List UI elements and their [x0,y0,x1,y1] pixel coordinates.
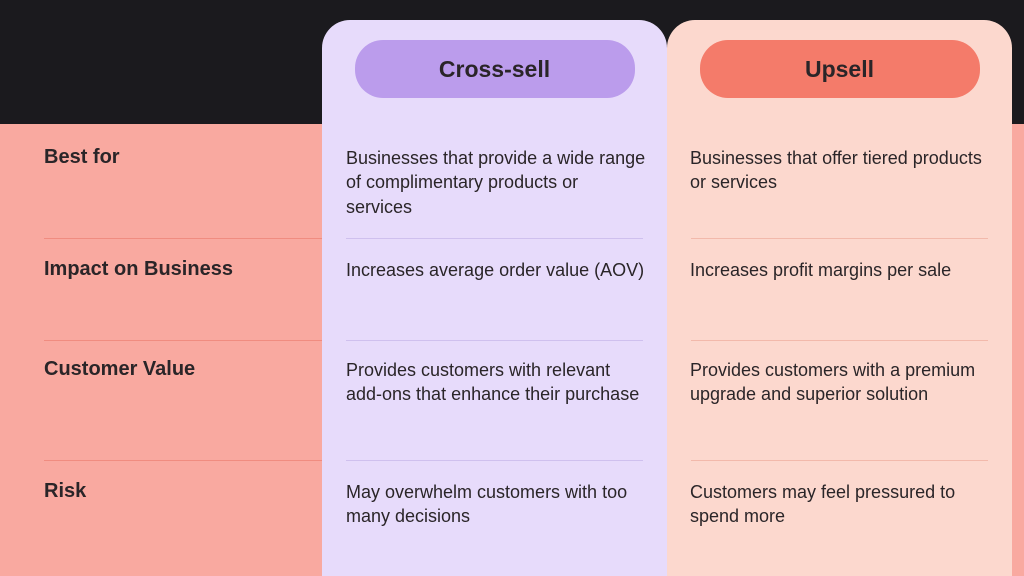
cell-upsell: Provides customers with a premium upgrad… [690,358,990,407]
row-label: Impact on Business [44,258,304,281]
row-divider [44,340,322,341]
cell-upsell: Customers may feel pressured to spend mo… [690,480,990,529]
row-divider [44,238,322,239]
row-divider [44,460,322,461]
cell-cross-sell: Businesses that provide a wide range of … [346,146,646,219]
row-divider [346,340,643,341]
header-pill-upsell: Upsell [700,40,980,98]
row-divider [691,238,988,239]
row-divider [691,340,988,341]
cell-cross-sell: Increases average order value (AOV) [346,258,646,282]
cell-cross-sell: Provides customers with relevant add-ons… [346,358,646,407]
cell-upsell: Increases profit margins per sale [690,258,990,282]
row-divider [691,460,988,461]
row-label: Best for [44,146,304,169]
comparison-table: Cross-sell Upsell Best for Businesses th… [0,0,1024,576]
row-divider [346,238,643,239]
row-divider [346,460,643,461]
row-label: Customer Value [44,358,304,381]
header-label-upsell: Upsell [805,56,874,83]
header-pill-cross-sell: Cross-sell [355,40,635,98]
row-label: Risk [44,480,304,503]
header-label-cross-sell: Cross-sell [439,56,550,83]
cell-upsell: Businesses that offer tiered products or… [690,146,990,195]
cell-cross-sell: May overwhelm customers with too many de… [346,480,646,529]
